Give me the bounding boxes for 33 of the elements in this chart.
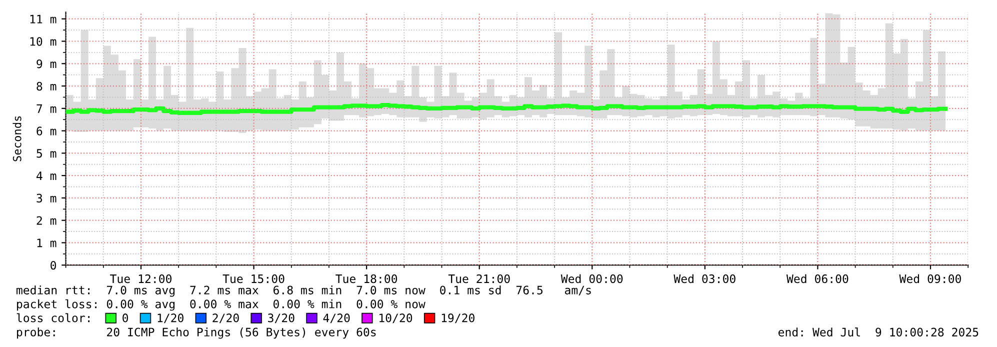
- y-axis-title: Seconds: [12, 116, 22, 162]
- x-tick-label: Wed 03:00: [674, 274, 736, 284]
- y-tick-label: 4 m: [36, 172, 56, 180]
- legend-label: 0: [122, 314, 128, 322]
- legend-label: 10/20: [380, 314, 412, 324]
- legend-label: 2/20: [212, 314, 239, 324]
- y-tick-label: 9 m: [36, 59, 56, 68]
- y-tick-label: 3 m: [36, 194, 56, 203]
- text: probe: 20 ICMP Echo Pings (56 Bytes) every 60s: [17, 328, 376, 339]
- x-tick-label: Tue 15:00: [222, 274, 284, 284]
- x-tick-label: Tue 18:00: [336, 274, 398, 284]
- legend-label: 4/20: [323, 314, 350, 324]
- text: end: Wed Jul 9 10:00:28 2025: [778, 328, 978, 336]
- legend-label: 3/20: [268, 314, 294, 324]
- y-tick-label: 7 m: [36, 104, 56, 113]
- x-tick-label: Wed 06:00: [786, 274, 848, 284]
- y-tick-label: 6 m: [36, 126, 56, 136]
- legend-label: 19/20: [442, 314, 474, 324]
- x-tick-label: Tue 12:00: [110, 274, 172, 284]
- y-tick-label: 2 m: [36, 216, 56, 225]
- y-tick-label: 5 m: [36, 149, 56, 158]
- x-tick-label: Tue 21:00: [448, 274, 510, 284]
- y-tick-label: 0: [50, 260, 56, 270]
- x-tick-label: Wed 09:00: [899, 274, 961, 284]
- legend-title: loss color:: [16, 313, 90, 322]
- legend-label: 1/20: [158, 314, 184, 324]
- x-tick-label: Wed 00:00: [560, 274, 623, 284]
- y-tick-label: 11 m: [30, 14, 56, 24]
- y-tick-label: 8 m: [36, 82, 56, 91]
- text: median rtt: 7.0 ms avg 7.2 ms max 6.8 ms min 7.0 ms now 0.1 ms sd 76.5 am/s: [16, 286, 591, 297]
- text: packet loss: 0.00 % avg 0.00 % max 0.00 % min 0.00 % now: [17, 299, 426, 311]
- y-tick-label: 1 m: [37, 238, 56, 248]
- y-tick-label: 10 m: [30, 37, 56, 46]
